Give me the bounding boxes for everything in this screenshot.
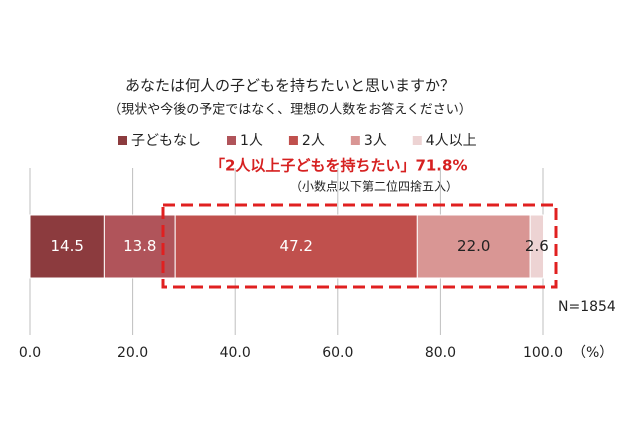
legend-swatch — [412, 136, 422, 145]
legend-label: 2人 — [302, 133, 325, 149]
annotation: 「2人以上子どもを持ちたい」71.8% — [210, 157, 467, 175]
legend-swatch — [288, 136, 298, 145]
chart-subtitle: （現状や今後の予定ではなく、理想の人数をお答えください） — [108, 102, 472, 118]
legend-label: 子どもなし — [131, 133, 201, 149]
legend-swatch — [227, 136, 236, 145]
x-tick-label: 20.0 — [117, 345, 148, 361]
data-label: 13.8 — [123, 237, 156, 255]
legend-swatch — [118, 136, 127, 145]
legend-label: 1人 — [240, 133, 263, 149]
data-label: 2.6 — [525, 237, 549, 255]
x-tick-label: 100.0 — [523, 345, 563, 361]
legend-swatch — [350, 136, 360, 145]
sample-size: N=1854 — [558, 299, 616, 315]
data-label: 47.2 — [280, 237, 313, 255]
bar-segment — [529, 214, 545, 279]
x-tick-label: 80.0 — [425, 345, 456, 361]
data-label: 14.5 — [50, 237, 83, 255]
x-tick-label: 0.0 — [19, 345, 41, 361]
legend-label: 3人 — [364, 133, 387, 149]
bar-segment — [174, 214, 418, 279]
bar-segment — [29, 214, 105, 279]
data-label: 22.0 — [457, 237, 490, 255]
x-tick-label: 40.0 — [220, 345, 251, 361]
bar-segment — [416, 214, 531, 279]
note: （小数点以下第二位四捨五入） — [290, 179, 458, 194]
legend-label: 4人以上 — [426, 133, 477, 149]
x-tick-label: 60.0 — [322, 345, 353, 361]
chart-title: あなたは何人の子どもを持ちたいと思いますか？ — [125, 77, 455, 95]
x-unit: （%） — [572, 345, 613, 361]
highlight-box — [161, 203, 558, 289]
